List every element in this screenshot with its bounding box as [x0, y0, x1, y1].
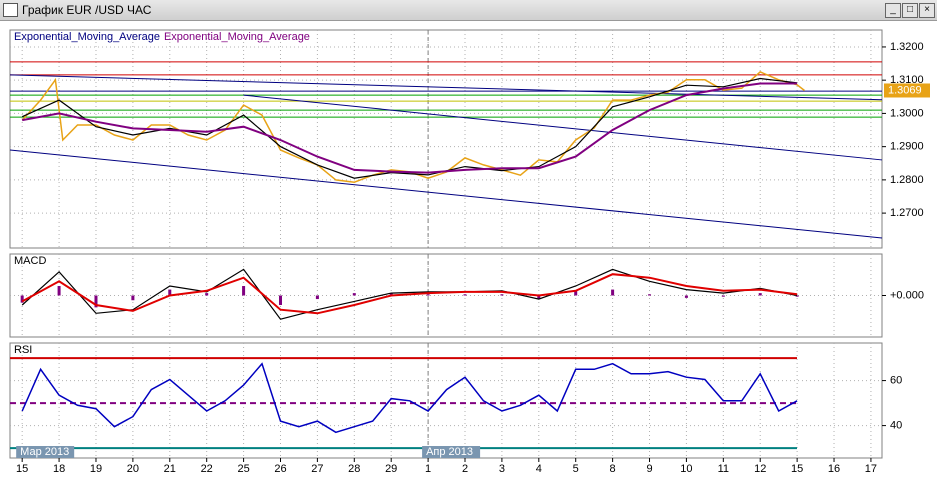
histogram-bar [426, 294, 430, 296]
trend-line [243, 94, 883, 161]
month-label: Мар 2013 [20, 446, 69, 458]
y-tick-label: 40 [890, 419, 902, 431]
histogram-bar [352, 293, 356, 296]
histogram-bar [131, 295, 135, 301]
x-tick-label: 20 [127, 463, 139, 475]
x-tick-label: 22 [201, 463, 213, 475]
histogram-bar [57, 286, 61, 296]
x-tick-label: 18 [53, 463, 65, 475]
histogram-bar [721, 295, 725, 297]
x-tick-label: 16 [828, 463, 840, 475]
x-tick-label: 28 [348, 463, 360, 475]
x-tick-label: 2 [462, 463, 468, 475]
histogram-bar [758, 293, 762, 296]
close-button[interactable]: × [919, 3, 935, 18]
legend-entry: Exponential_Moving_Average [164, 31, 310, 43]
y-tick-label: 1.2700 [890, 207, 924, 219]
x-tick-label: 15 [16, 463, 28, 475]
x-tick-label: 15 [791, 463, 803, 475]
x-tick-label: 3 [499, 463, 505, 475]
x-tick-label: 21 [164, 463, 176, 475]
histogram-bar [537, 295, 541, 300]
histogram-bar [168, 289, 172, 296]
histogram-bar [20, 295, 24, 303]
x-tick-label: 26 [274, 463, 286, 475]
legend-entry: Exponential_Moving_Average [14, 31, 160, 43]
histogram-bar [94, 295, 98, 308]
histogram-bar [205, 293, 209, 296]
last-price-box [884, 83, 930, 98]
histogram-bar [574, 290, 578, 296]
series-line [21, 273, 798, 315]
trend-line [9, 149, 883, 239]
histogram-bar [389, 293, 393, 296]
chart: 1.2700 1.2800 1.2900 1.3000 1.3100 1.3200 1.30… [0, 21, 937, 481]
x-tick-label: 5 [573, 463, 579, 475]
histogram-bar [795, 295, 799, 297]
series-line [21, 268, 798, 320]
panel-title: RSI [14, 344, 32, 356]
x-tick-label: 8 [610, 463, 616, 475]
series-line [22, 82, 798, 174]
panel-title: MACD [14, 255, 46, 267]
x-tick-label: 11 [718, 463, 729, 475]
title-bar: График EUR /USD ЧАС _ □ × [0, 0, 937, 21]
trend-line [9, 74, 883, 101]
y-tick-label: 1.2900 [890, 141, 924, 153]
x-tick-label: 27 [311, 463, 323, 475]
chart-background [0, 21, 937, 481]
x-tick-label: 12 [754, 463, 766, 475]
histogram-bar [500, 294, 504, 296]
y-tick-label: 1.3200 [890, 41, 924, 53]
histogram-bar [648, 294, 652, 296]
y-tick-label: 60 [890, 374, 902, 386]
x-tick-label: 17 [865, 463, 877, 475]
y-tick-label: 1.3000 [890, 107, 924, 119]
histogram-bar [315, 295, 319, 300]
minimize-button[interactable]: _ [885, 3, 901, 18]
x-tick-label: 29 [385, 463, 397, 475]
series-line [21, 362, 798, 434]
x-tick-label: 19 [90, 463, 102, 475]
histogram-bar [684, 295, 688, 298]
x-tick-label: 25 [237, 463, 249, 475]
series-line [21, 77, 798, 179]
month-label-box [422, 446, 481, 458]
x-tick-label: 9 [646, 463, 652, 475]
month-label-box [16, 446, 75, 458]
last-price-label: 1.3069 [888, 84, 922, 96]
x-tick-label: 10 [680, 463, 692, 475]
maximize-button[interactable]: □ [902, 3, 918, 18]
x-tick-label: 1 [425, 463, 431, 475]
window-icon [3, 3, 18, 17]
histogram-bar [242, 286, 246, 296]
histogram-bar [278, 295, 282, 305]
month-label: Апр 2013 [426, 446, 473, 458]
panel-frame [9, 29, 883, 249]
histogram-bar [611, 289, 615, 296]
y-tick-label: 1.2800 [890, 174, 924, 186]
y-tick-label: +0.000 [890, 289, 924, 301]
y-tick-label: 1.3100 [890, 74, 924, 86]
histogram-bar [463, 294, 467, 296]
window-title: График EUR /USD ЧАС [22, 3, 152, 17]
x-tick-label: 4 [536, 463, 542, 475]
